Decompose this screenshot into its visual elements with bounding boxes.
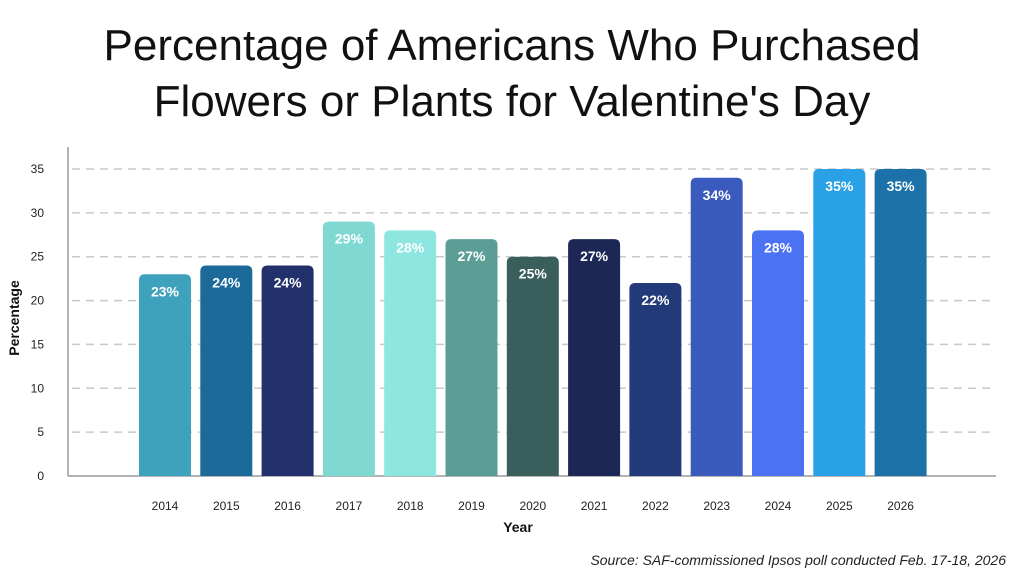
bar-2014 bbox=[139, 274, 191, 476]
data-label-2020: 25% bbox=[519, 266, 548, 282]
chart-title: Percentage of Americans Who Purchased Fl… bbox=[0, 18, 1024, 130]
y-tick-label: 10 bbox=[31, 381, 45, 395]
x-tick-label-2018: 2018 bbox=[397, 499, 424, 513]
data-label-2019: 27% bbox=[457, 248, 486, 264]
y-tick-label: 5 bbox=[37, 425, 44, 439]
source-note: Source: SAF-commissioned Ipsos poll cond… bbox=[590, 552, 1006, 568]
bar-2024 bbox=[752, 230, 804, 476]
bars: 23% 24% 24% 29% 28% 27% 25% 27% 22% 34% 28% 35% 35% bbox=[139, 169, 927, 476]
data-label-2018: 28% bbox=[396, 239, 425, 255]
bar-2021 bbox=[568, 239, 621, 476]
data-label-2016: 24% bbox=[274, 274, 303, 290]
data-label-2024: 28% bbox=[764, 239, 793, 255]
x-tick-label-2016: 2016 bbox=[274, 499, 301, 513]
y-tick-label: 35 bbox=[31, 162, 45, 176]
bar-2018 bbox=[384, 230, 437, 476]
x-tick-label-2015: 2015 bbox=[213, 499, 240, 513]
data-label-2017: 29% bbox=[335, 231, 364, 247]
bar-2016 bbox=[261, 265, 314, 476]
x-tick-label-2021: 2021 bbox=[581, 499, 608, 513]
bar-2023 bbox=[690, 177, 743, 476]
x-tick-label-2024: 2024 bbox=[765, 499, 792, 513]
chart-title-line-1: Percentage of Americans Who Purchased bbox=[103, 21, 921, 70]
data-label-2025: 35% bbox=[825, 178, 854, 194]
x-tick-label-2022: 2022 bbox=[642, 499, 669, 513]
bar-2025 bbox=[813, 169, 866, 476]
x-tick-label-2025: 2025 bbox=[826, 499, 853, 513]
bar-2017 bbox=[322, 221, 375, 476]
y-tick-label: 25 bbox=[31, 250, 45, 264]
x-tick-label-2026: 2026 bbox=[887, 499, 914, 513]
chart-title-line-2: Flowers or Plants for Valentine's Day bbox=[153, 77, 871, 126]
bar-2020 bbox=[506, 256, 559, 476]
data-label-2015: 24% bbox=[212, 274, 241, 290]
bar-2026 bbox=[874, 169, 927, 476]
bar-2022 bbox=[629, 283, 682, 476]
data-label-2021: 27% bbox=[580, 248, 609, 264]
bar-2015 bbox=[200, 265, 253, 476]
y-tick-label: 0 bbox=[37, 469, 44, 483]
data-label-2014: 23% bbox=[151, 283, 180, 299]
bar-2019 bbox=[445, 239, 498, 476]
x-tick-label-2014: 2014 bbox=[152, 499, 179, 513]
data-label-2022: 22% bbox=[641, 292, 670, 308]
data-label-2023: 34% bbox=[703, 187, 732, 203]
data-label-2026: 35% bbox=[887, 178, 916, 194]
x-axis-label: Year bbox=[503, 519, 533, 535]
y-axis-label: Percentage bbox=[6, 280, 22, 356]
y-tick-label: 20 bbox=[31, 294, 45, 308]
y-tick-label: 30 bbox=[31, 206, 45, 220]
x-tick-label-2020: 2020 bbox=[519, 499, 546, 513]
x-tick-label-2017: 2017 bbox=[336, 499, 363, 513]
y-tick-label: 15 bbox=[31, 337, 45, 351]
x-tick-label-2019: 2019 bbox=[458, 499, 485, 513]
x-tick-label-2023: 2023 bbox=[703, 499, 730, 513]
